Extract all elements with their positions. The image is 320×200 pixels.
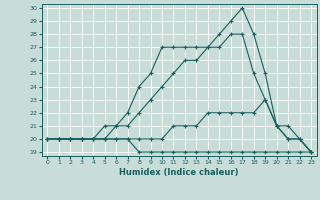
X-axis label: Humidex (Indice chaleur): Humidex (Indice chaleur) (119, 168, 239, 177)
